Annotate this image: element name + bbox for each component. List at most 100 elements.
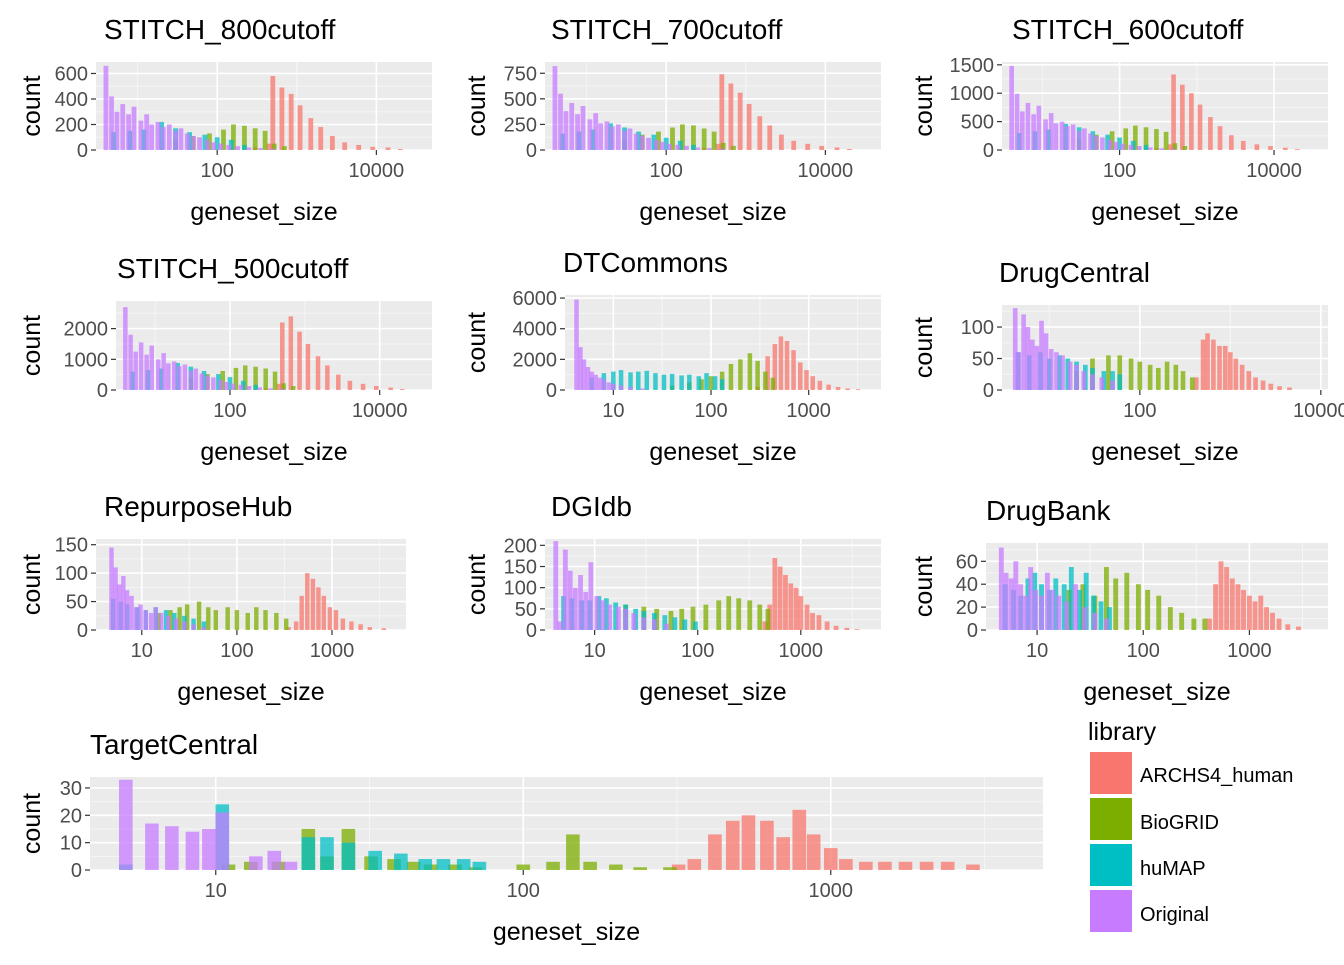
bar-ARCHS4_human [715,143,721,150]
bar-ARCHS4_human [1229,135,1234,150]
bar-ARCHS4_human [767,125,773,150]
bar-BioGRID [233,367,239,390]
x-axis-label: geneset_size [190,198,337,226]
bar-ARCHS4_human [358,624,363,630]
bar-Original [109,547,114,630]
y-tick-label: 100 [504,578,537,600]
bar-ARCHS4_human [1285,624,1291,630]
bar-ARCHS4_human [765,356,770,390]
bar-Original [144,354,149,390]
bar-ARCHS4_human [1229,578,1235,630]
bar-ARCHS4_human [288,316,294,390]
bar-ARCHS4_human [746,103,752,150]
bar-Original [184,133,190,150]
bar-BioGRID [757,604,763,630]
y-tick-label: 50 [66,592,88,614]
bar-ARCHS4_human [1277,386,1282,390]
panel-STITCH_700cutoff: 0 250 500 750 100 10000 STITCH_700cutoffgenese… [463,14,881,226]
bar-Original [1092,612,1098,630]
bar-Original [660,141,665,150]
bar-Original [574,299,579,390]
bar-ARCHS4_human [1228,352,1233,390]
bar-BioGRID [1182,146,1188,150]
bar-Original [639,135,645,150]
bar-Original [211,142,216,150]
bar-Original [609,126,615,150]
bar-ARCHS4_human [315,356,321,390]
bar-ARCHS4_human [381,628,386,630]
bar-huMAP [590,129,596,150]
bar-ARCHS4_human [878,861,892,870]
bar-Original [138,342,144,390]
bar-Original [1050,589,1056,630]
bar-Original [667,143,672,150]
bar-BioGRID [1135,584,1141,630]
bar-Original [1147,147,1153,150]
bar-huMAP [1065,358,1071,390]
bar-BioGRID [690,606,696,630]
y-tick-label: 150 [504,557,537,579]
bar-BioGRID [1143,127,1149,150]
bar-Original [224,382,229,390]
bar-BioGRID [731,145,736,150]
x-axis-label: geneset_size [1083,678,1230,706]
bar-Original [615,606,621,630]
y-tick-label: 200 [55,114,88,136]
bar-BioGRID [206,607,211,630]
y-tick-label: 6000 [513,288,558,310]
bar-ARCHS4_human [816,615,822,630]
panel-title: STITCH_600cutoff [1012,14,1244,45]
bar-BioGRID [691,125,696,150]
bar-ARCHS4_human [783,574,788,630]
bar-ARCHS4_human [791,350,796,390]
panel-title: DrugCentral [999,257,1150,288]
bar-Original [593,374,598,390]
bar-Original [675,144,681,150]
bar-Original [604,121,610,150]
bar-BioGRID [281,383,286,390]
bar-Original [123,307,128,390]
bar-Original [103,65,109,150]
bar-Original [1074,364,1079,390]
bar-ARCHS4_human [762,621,768,630]
bar-ARCHS4_human [297,105,303,150]
y-tick-label: 60 [956,551,978,573]
bar-ARCHS4_human [297,331,302,390]
bar-huMAP [1098,601,1104,630]
bar-huMAP [368,850,383,870]
bar-Original [1003,572,1009,630]
bar-ARCHS4_human [844,627,850,630]
bar-Original [651,619,657,630]
bar-Original [1012,308,1018,390]
panel-title: STITCH_800cutoff [104,14,336,45]
bar-ARCHS4_human [1294,149,1300,150]
panel-title: STITCH_500cutoff [117,253,349,284]
bar-Original [166,363,171,390]
y-tick-label: 200 [504,535,537,557]
x-tick-label: 10000 [1293,400,1344,422]
bar-Original [1113,142,1119,150]
legend-label-humap: huMAP [1140,858,1206,880]
y-axis-label: count [18,554,46,615]
bar-ARCHS4_human [356,144,362,150]
bar-ARCHS4_human [798,362,803,390]
bar-Original [138,120,144,150]
bar-ARCHS4_human [1252,601,1258,630]
bar-ARCHS4_human [834,147,840,150]
bar-ARCHS4_human [305,343,311,390]
bar-Original [258,148,263,150]
bar-huMAP [653,373,658,390]
bar-BioGRID [1156,595,1162,630]
legend-label-archs4: ARCHS4_human [1140,765,1293,787]
y-axis-label: count [910,317,938,378]
panel-STITCH_500cutoff: 0 1000 2000 100 10000 STITCH_500cutoffgeneset… [18,253,432,466]
bar-Original [1030,339,1035,390]
bar-ARCHS4_human [288,93,294,150]
bar-BioGRID [1173,364,1179,390]
y-tick-label: 0 [97,380,108,402]
bar-Original [580,106,586,150]
bar-ARCHS4_human [1239,364,1245,390]
bar-ARCHS4_human [385,147,391,150]
bar-Original [193,368,199,390]
